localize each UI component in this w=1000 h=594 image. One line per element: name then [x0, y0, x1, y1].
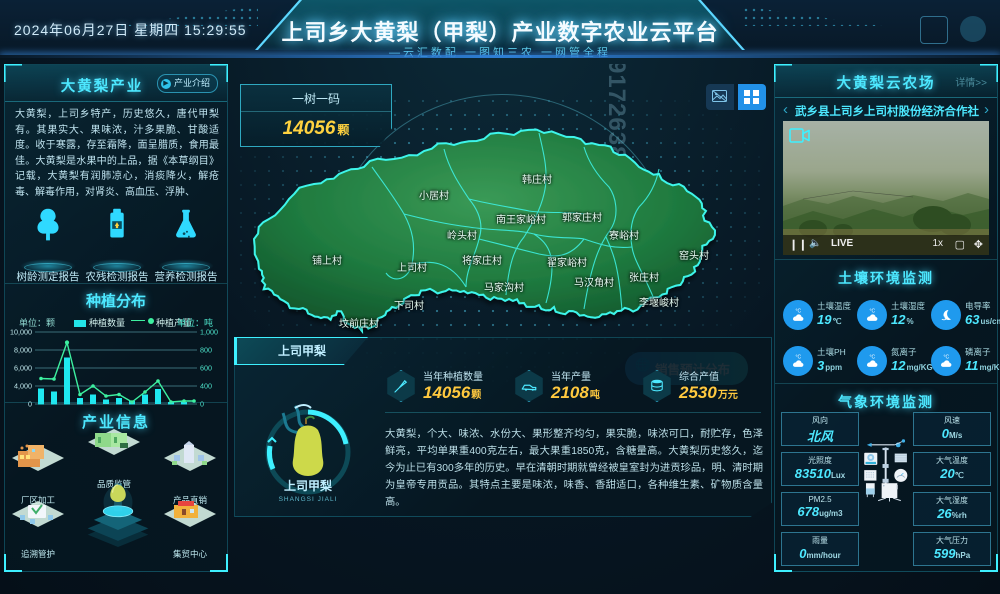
svg-text:°C: °C [796, 309, 802, 315]
svg-text:°C: °C [870, 309, 876, 315]
svg-text:SHANGSI JIALI: SHANGSI JIALI [279, 496, 338, 503]
svg-text:10,000: 10,000 [10, 328, 32, 337]
svg-text:400: 400 [200, 382, 212, 391]
svg-text:°C: °C [944, 355, 950, 361]
svg-text:600: 600 [200, 364, 212, 373]
svg-text:°C: °C [870, 355, 876, 361]
svg-text:6,000: 6,000 [14, 364, 32, 373]
svg-text:800: 800 [200, 346, 212, 355]
svg-text:1,000: 1,000 [200, 328, 218, 337]
svg-text:上司甲梨: 上司甲梨 [284, 478, 332, 493]
svg-text:4,000: 4,000 [14, 382, 32, 391]
svg-text:8,000: 8,000 [14, 346, 32, 355]
svg-text:°C: °C [796, 355, 802, 361]
